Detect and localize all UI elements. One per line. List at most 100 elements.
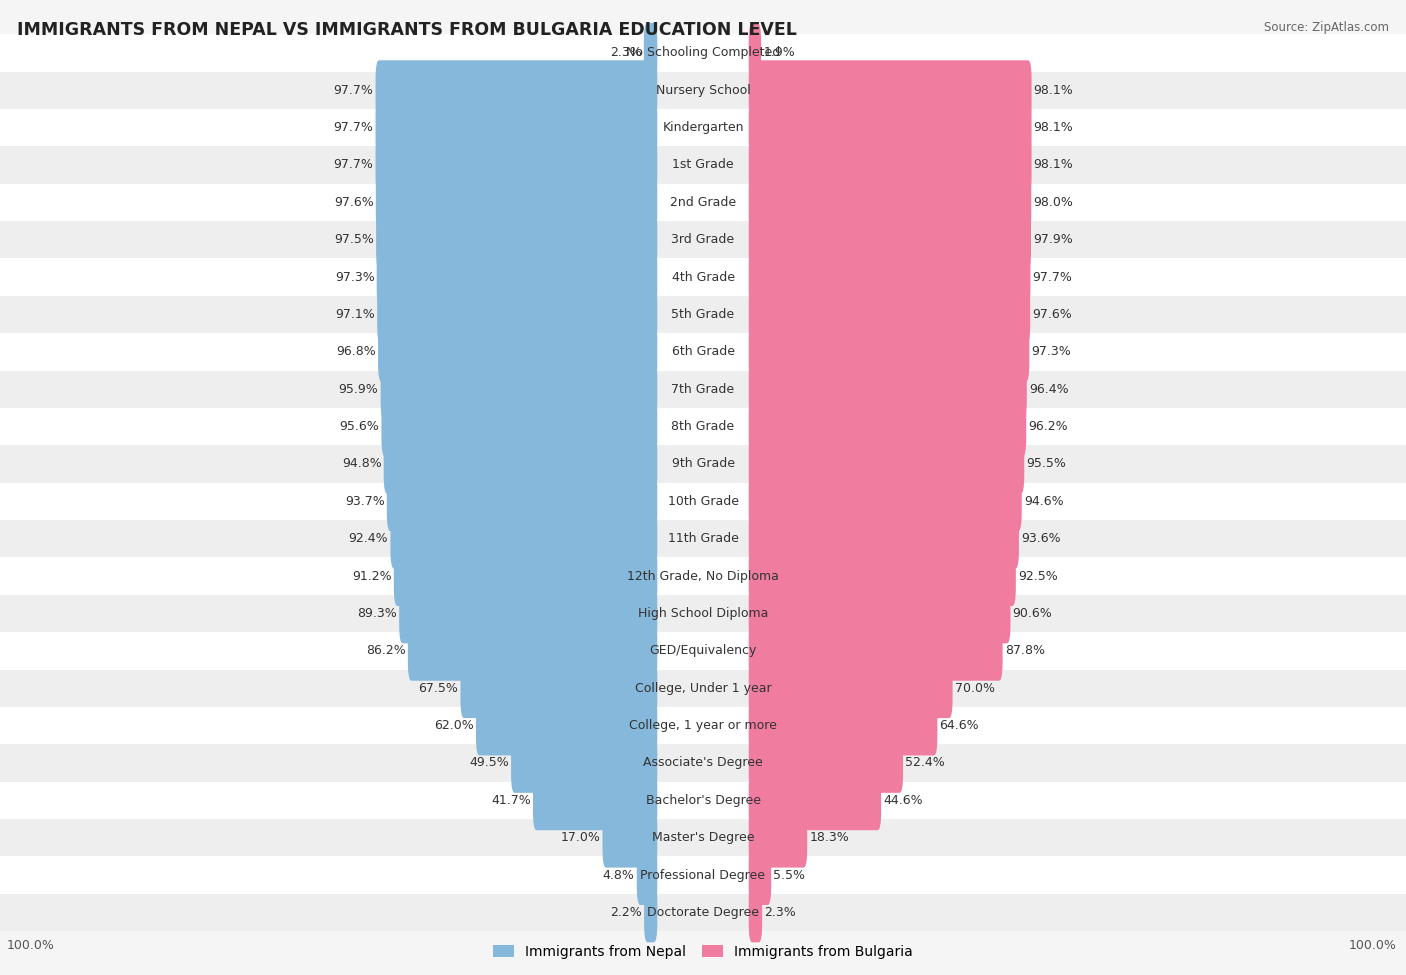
Bar	[0, 558, 1406, 595]
Legend: Immigrants from Nepal, Immigrants from Bulgaria: Immigrants from Nepal, Immigrants from B…	[488, 939, 918, 964]
Text: 87.8%: 87.8%	[1005, 644, 1045, 657]
Text: IMMIGRANTS FROM NEPAL VS IMMIGRANTS FROM BULGARIA EDUCATION LEVEL: IMMIGRANTS FROM NEPAL VS IMMIGRANTS FROM…	[17, 21, 797, 39]
Text: 6th Grade: 6th Grade	[672, 345, 734, 359]
Bar	[0, 520, 1406, 558]
FancyBboxPatch shape	[749, 658, 953, 718]
Text: 7th Grade: 7th Grade	[672, 382, 734, 396]
FancyBboxPatch shape	[749, 434, 1024, 494]
Text: 93.7%: 93.7%	[344, 495, 385, 508]
FancyBboxPatch shape	[399, 583, 657, 644]
FancyBboxPatch shape	[749, 322, 1029, 381]
FancyBboxPatch shape	[749, 845, 772, 905]
FancyBboxPatch shape	[637, 845, 657, 905]
Bar	[0, 34, 1406, 71]
Bar	[0, 819, 1406, 856]
FancyBboxPatch shape	[394, 546, 657, 606]
FancyBboxPatch shape	[375, 173, 657, 232]
FancyBboxPatch shape	[749, 696, 938, 756]
FancyBboxPatch shape	[375, 210, 657, 269]
FancyBboxPatch shape	[749, 733, 903, 793]
Text: Kindergarten: Kindergarten	[662, 121, 744, 134]
Bar	[0, 446, 1406, 483]
Bar	[0, 856, 1406, 894]
Text: 98.0%: 98.0%	[1033, 196, 1073, 209]
FancyBboxPatch shape	[749, 98, 1032, 157]
Bar	[0, 71, 1406, 109]
Bar	[0, 483, 1406, 520]
Text: 9th Grade: 9th Grade	[672, 457, 734, 471]
FancyBboxPatch shape	[749, 136, 1032, 195]
FancyBboxPatch shape	[461, 658, 657, 718]
FancyBboxPatch shape	[749, 248, 1031, 307]
FancyBboxPatch shape	[749, 621, 1002, 681]
FancyBboxPatch shape	[749, 23, 761, 83]
Text: 97.7%: 97.7%	[333, 158, 374, 172]
FancyBboxPatch shape	[749, 770, 882, 830]
Text: 97.3%: 97.3%	[1032, 345, 1071, 359]
Text: 91.2%: 91.2%	[352, 569, 392, 582]
Text: Doctorate Degree: Doctorate Degree	[647, 906, 759, 918]
Text: 62.0%: 62.0%	[434, 720, 474, 732]
FancyBboxPatch shape	[381, 360, 657, 419]
Text: 17.0%: 17.0%	[561, 831, 600, 844]
Text: 98.1%: 98.1%	[1033, 158, 1073, 172]
Text: Master's Degree: Master's Degree	[652, 831, 754, 844]
Text: 92.5%: 92.5%	[1018, 569, 1057, 582]
FancyBboxPatch shape	[749, 397, 1026, 456]
FancyBboxPatch shape	[512, 733, 657, 793]
Text: 95.5%: 95.5%	[1026, 457, 1066, 471]
Text: 100.0%: 100.0%	[1348, 939, 1396, 953]
Text: High School Diploma: High School Diploma	[638, 606, 768, 620]
Text: 97.6%: 97.6%	[335, 196, 374, 209]
Bar	[0, 146, 1406, 183]
Bar	[0, 408, 1406, 446]
Text: 67.5%: 67.5%	[419, 682, 458, 694]
Text: 92.4%: 92.4%	[349, 532, 388, 545]
FancyBboxPatch shape	[408, 621, 657, 681]
FancyBboxPatch shape	[603, 807, 657, 868]
Bar	[0, 894, 1406, 931]
Text: 94.8%: 94.8%	[342, 457, 381, 471]
Text: College, 1 year or more: College, 1 year or more	[628, 720, 778, 732]
Text: 97.5%: 97.5%	[335, 233, 374, 246]
Text: 90.6%: 90.6%	[1012, 606, 1052, 620]
Text: 89.3%: 89.3%	[357, 606, 396, 620]
Text: 52.4%: 52.4%	[905, 757, 945, 769]
Text: Bachelor's Degree: Bachelor's Degree	[645, 794, 761, 807]
FancyBboxPatch shape	[749, 60, 1032, 120]
FancyBboxPatch shape	[749, 472, 1022, 531]
FancyBboxPatch shape	[375, 60, 657, 120]
Text: 5th Grade: 5th Grade	[672, 308, 734, 321]
Text: 49.5%: 49.5%	[470, 757, 509, 769]
FancyBboxPatch shape	[377, 285, 657, 344]
Bar	[0, 333, 1406, 370]
Bar	[0, 632, 1406, 670]
Text: 86.2%: 86.2%	[366, 644, 406, 657]
Text: Source: ZipAtlas.com: Source: ZipAtlas.com	[1264, 21, 1389, 34]
FancyBboxPatch shape	[749, 583, 1011, 644]
Text: GED/Equivalency: GED/Equivalency	[650, 644, 756, 657]
Text: 18.3%: 18.3%	[810, 831, 849, 844]
FancyBboxPatch shape	[749, 360, 1026, 419]
Text: 8th Grade: 8th Grade	[672, 420, 734, 433]
Text: 2.2%: 2.2%	[610, 906, 643, 918]
Text: 96.4%: 96.4%	[1029, 382, 1069, 396]
Bar	[0, 221, 1406, 258]
Bar	[0, 109, 1406, 146]
Text: 3rd Grade: 3rd Grade	[672, 233, 734, 246]
Text: 64.6%: 64.6%	[939, 720, 979, 732]
Text: 2.3%: 2.3%	[610, 46, 641, 59]
FancyBboxPatch shape	[644, 23, 657, 83]
Bar	[0, 744, 1406, 782]
FancyBboxPatch shape	[391, 509, 657, 568]
FancyBboxPatch shape	[475, 696, 658, 756]
Text: Professional Degree: Professional Degree	[641, 869, 765, 881]
Text: 97.7%: 97.7%	[1032, 270, 1073, 284]
FancyBboxPatch shape	[749, 210, 1031, 269]
Text: 11th Grade: 11th Grade	[668, 532, 738, 545]
Text: 5.5%: 5.5%	[773, 869, 806, 881]
Text: 4th Grade: 4th Grade	[672, 270, 734, 284]
Text: 4.8%: 4.8%	[603, 869, 634, 881]
FancyBboxPatch shape	[749, 285, 1031, 344]
Text: 93.6%: 93.6%	[1021, 532, 1060, 545]
